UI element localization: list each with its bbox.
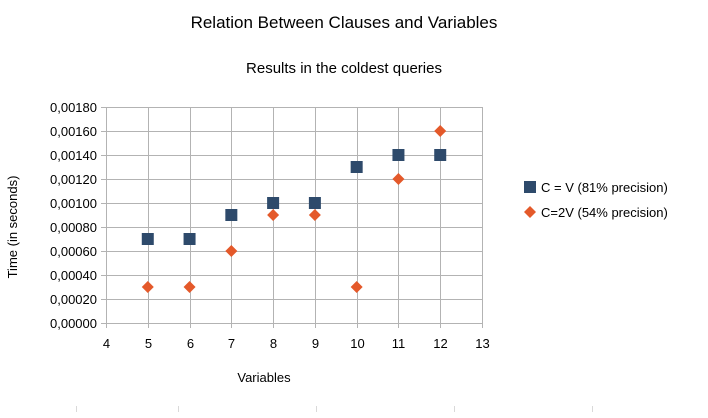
series-2-diamond-point bbox=[267, 209, 280, 221]
x-tick-label: 10 bbox=[350, 336, 364, 351]
series-1-square-point bbox=[434, 149, 447, 161]
y-tick-label: 0,00080 bbox=[50, 220, 97, 235]
x-axis-title: Variables bbox=[237, 370, 291, 385]
footer-marks bbox=[76, 406, 593, 412]
y-tick-label: 0,00140 bbox=[50, 148, 97, 163]
series-1-square-point bbox=[183, 233, 196, 245]
legend-square-marker bbox=[524, 181, 536, 193]
x-tick-label: 8 bbox=[270, 336, 277, 351]
series-1-square-point bbox=[350, 161, 363, 173]
series-1-square-point bbox=[267, 197, 280, 209]
series-1-square-point bbox=[392, 149, 405, 161]
x-tick-label: 6 bbox=[187, 336, 194, 351]
y-tick-label: 0,00040 bbox=[50, 268, 97, 283]
legend-diamond-marker bbox=[524, 206, 536, 218]
legend-label-series-1: C = V (81% precision) bbox=[541, 180, 668, 195]
x-tick-label: 11 bbox=[392, 336, 406, 351]
y-tick-label: 0,00160 bbox=[50, 124, 97, 139]
tick-labels: 0,00000 0,00020 0,00040 0,00060 0,00080 0,001… bbox=[50, 100, 490, 351]
y-tick-label: 0,00020 bbox=[50, 292, 97, 307]
legend: C = V (81% precision) C=2V (54% precision… bbox=[524, 180, 668, 220]
series-2-diamond-point bbox=[183, 281, 196, 293]
plot-axes bbox=[101, 107, 483, 328]
y-tick-label: 0,00100 bbox=[50, 196, 97, 211]
series-1-square-point bbox=[141, 233, 154, 245]
data-points bbox=[141, 125, 447, 293]
x-tick-label: 9 bbox=[312, 336, 319, 351]
y-tick-label: 0,00180 bbox=[50, 100, 97, 115]
series-2-diamond-point bbox=[434, 125, 447, 137]
x-tick-label: 13 bbox=[475, 336, 489, 351]
series-2-diamond-point bbox=[308, 209, 321, 221]
plot-area-border bbox=[106, 107, 483, 324]
series-2-diamond-point bbox=[141, 281, 154, 293]
legend-label-series-2: C=2V (54% precision) bbox=[541, 205, 668, 220]
series-2-diamond-point bbox=[350, 281, 363, 293]
x-tick-label: 4 bbox=[103, 336, 110, 351]
x-tick-label: 12 bbox=[433, 336, 447, 351]
chart-title: Relation Between Clauses and Variables bbox=[191, 13, 498, 32]
x-tick-label: 5 bbox=[145, 336, 152, 351]
y-tick-label: 0,00120 bbox=[50, 172, 97, 187]
y-tick-label: 0,00060 bbox=[50, 244, 97, 259]
y-tick-label: 0,00000 bbox=[50, 316, 97, 331]
series-1-square-point bbox=[225, 209, 238, 221]
x-tick-label: 7 bbox=[228, 336, 235, 351]
chart-subtitle: Results in the coldest queries bbox=[246, 60, 442, 77]
series-1-square-point bbox=[308, 197, 321, 209]
grid-lines bbox=[106, 107, 483, 324]
y-axis-title: Time (in seconds) bbox=[5, 176, 20, 279]
series-2-diamond-point bbox=[392, 173, 405, 185]
series-2-diamond-point bbox=[225, 245, 238, 257]
